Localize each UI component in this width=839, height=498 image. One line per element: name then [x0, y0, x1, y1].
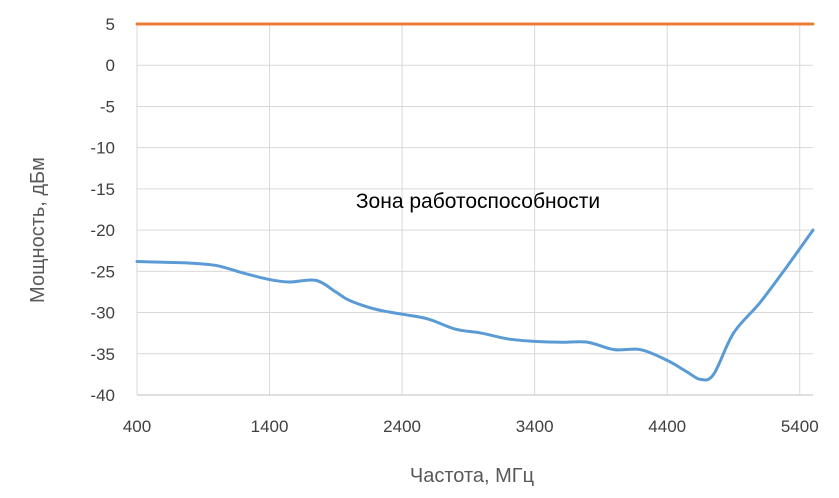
x-tick-label: 1400: [251, 417, 289, 436]
y-tick-label: -5: [100, 97, 115, 116]
series-layer: [135, 22, 815, 382]
x-tick-label: 4400: [648, 417, 686, 436]
x-tick-label: 400: [123, 417, 151, 436]
x-tick-label: 2400: [383, 417, 421, 436]
x-axis-title: Частота, МГц: [410, 465, 534, 487]
y-axis-title: Мощность, дБм: [27, 157, 49, 303]
chart-annotation: Зона работоспособности: [356, 190, 600, 213]
y-tick-label: -35: [90, 345, 115, 364]
y-tick-label: -30: [90, 304, 115, 323]
grid-layer: [136, 23, 813, 396]
y-tick-label: -15: [90, 180, 115, 199]
tick-label-layer: 5 0 -5 -10 -15 -20 -25 -30 -35 -40 400 1400 2400 3400…: [90, 15, 818, 436]
x-tick-label: 3400: [516, 417, 554, 436]
y-tick-label: -25: [90, 262, 115, 281]
x-tick-label: 5400: [781, 417, 819, 436]
y-tick-label: 5: [106, 15, 115, 34]
y-tick-label: -40: [90, 386, 115, 405]
y-tick-label: 0: [106, 56, 115, 75]
power-series-line: [135, 228, 815, 382]
y-tick-label: -10: [90, 139, 115, 158]
y-tick-label: -20: [90, 221, 115, 240]
